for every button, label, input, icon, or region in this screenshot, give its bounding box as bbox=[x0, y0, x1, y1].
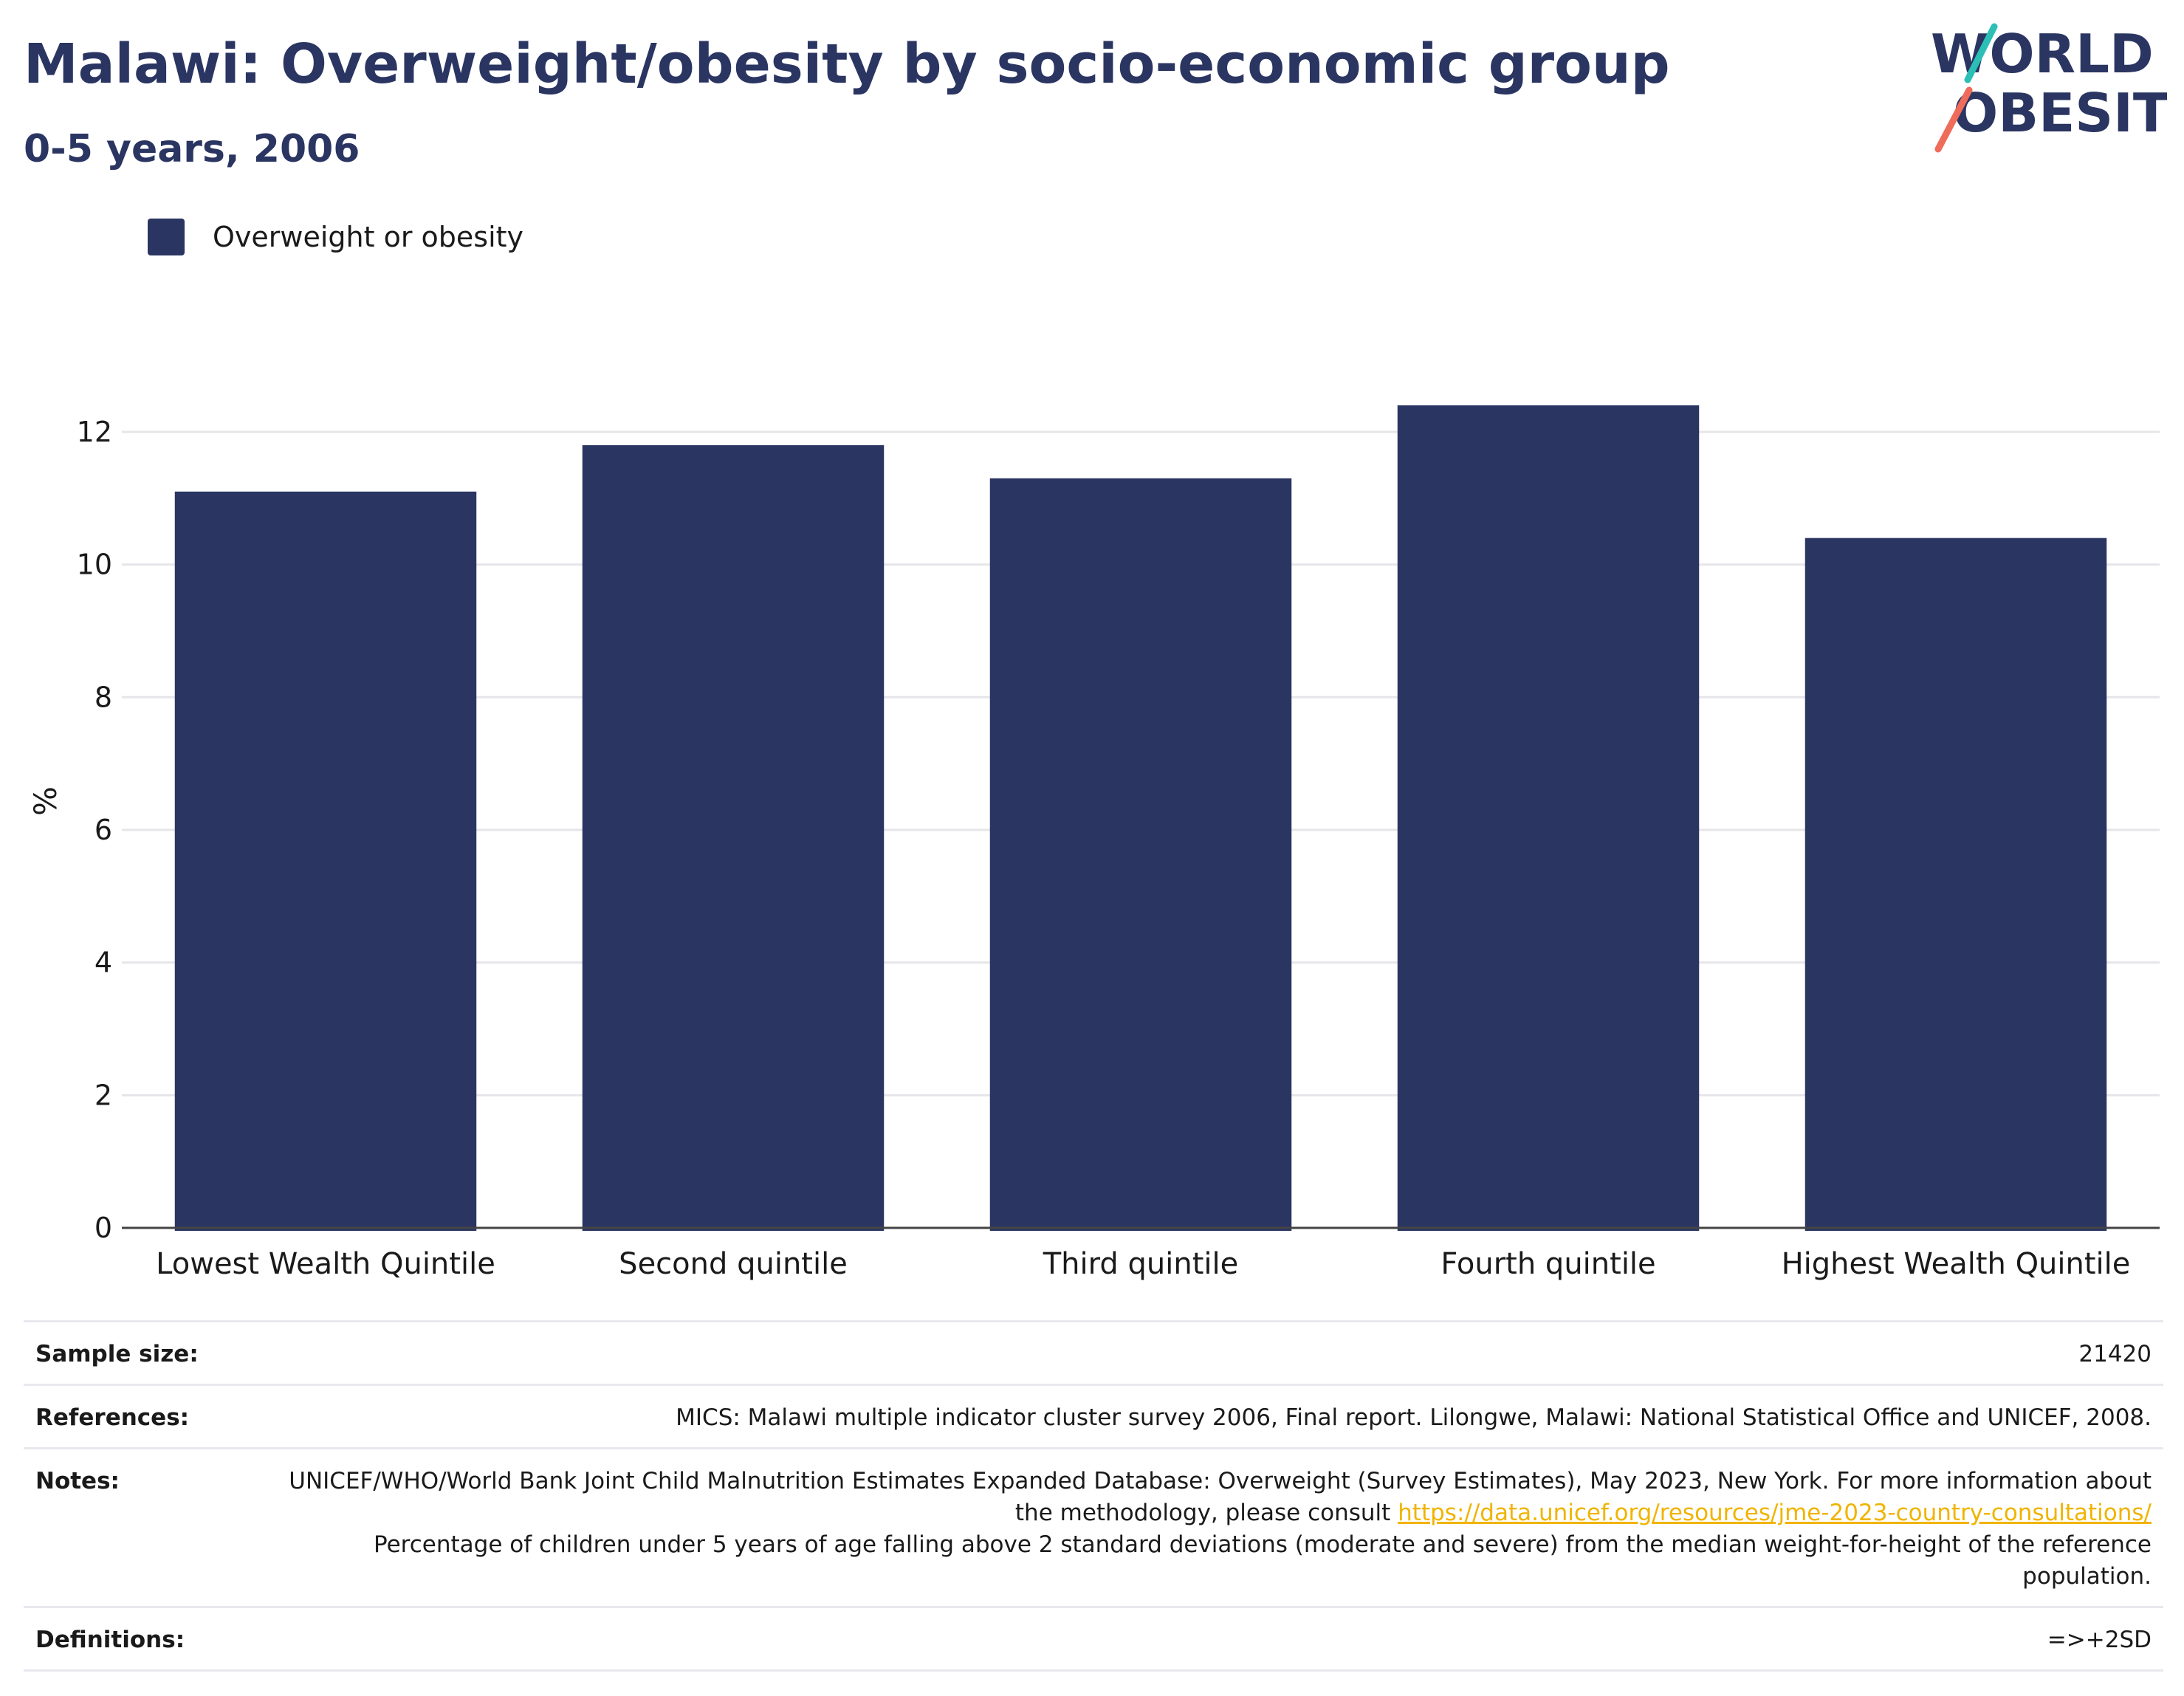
y-tick-label-0: 0 bbox=[95, 1212, 112, 1244]
notes-text-1: UNICEF/WHO/World Bank Joint Child Malnut… bbox=[289, 1468, 2152, 1526]
world-obesity-logo: WORLD OBESITY bbox=[1931, 23, 2167, 153]
notes-label: Notes: bbox=[35, 1468, 120, 1494]
references-label: References: bbox=[35, 1404, 190, 1431]
x-tick-label-2: Second quintile bbox=[619, 1247, 848, 1281]
y-axis-label: % bbox=[27, 786, 63, 816]
y-tick-label-4: 4 bbox=[95, 947, 112, 979]
info-row-sample-size: Sample size: 21420 bbox=[24, 1320, 2163, 1384]
bar-chart: 0 2 4 6 8 10 12 Lowest Wealth Quintile Second qu… bbox=[27, 405, 2160, 1281]
bar-layer bbox=[174, 405, 2107, 1232]
bar-third-quintile bbox=[989, 478, 1292, 1231]
logo-line2: OBESITY bbox=[1953, 82, 2167, 144]
chart-title: Malawi: Overweight/obesity by socio-econ… bbox=[24, 32, 1670, 96]
chart-subtitle: 0-5 years, 2006 bbox=[24, 127, 360, 171]
info-table: Sample size: 21420 References: MICS: Mal… bbox=[24, 1320, 2163, 1672]
notes-text-2: Percentage of children under 5 years of … bbox=[374, 1531, 2152, 1590]
info-row-notes: Notes: UNICEF/WHO/World Bank Joint Child… bbox=[24, 1447, 2163, 1606]
bar-second-quintile bbox=[582, 444, 885, 1232]
references-value: MICS: Malawi multiple indicator cluster … bbox=[676, 1404, 2152, 1431]
x-tick-label-4: Fourth quintile bbox=[1440, 1247, 1655, 1281]
logo-teal-slash bbox=[1964, 23, 1998, 83]
x-tick-label-3: Third quintile bbox=[1043, 1247, 1238, 1281]
notes-value: UNICEF/WHO/World Bank Joint Child Malnut… bbox=[247, 1466, 2152, 1593]
legend-swatch bbox=[148, 219, 185, 255]
sample-size-label: Sample size: bbox=[35, 1341, 199, 1367]
definitions-label: Definitions: bbox=[35, 1627, 185, 1653]
notes-link[interactable]: https://data.unicef.org/resources/jme-20… bbox=[1398, 1500, 2152, 1526]
info-row-definitions: Definitions: =>+2SD bbox=[24, 1606, 2163, 1672]
y-tick-label-2: 2 bbox=[95, 1079, 112, 1111]
x-tick-label-1: Lowest Wealth Quintile bbox=[156, 1247, 495, 1281]
definitions-value: =>+2SD bbox=[2047, 1627, 2152, 1653]
logo-coral-slash bbox=[1934, 86, 1973, 153]
axis-layer: 0 2 4 6 8 10 12 Lowest Wealth Quintile Second qu… bbox=[77, 416, 2160, 1281]
bar-lowest-wealth-quintile bbox=[174, 491, 477, 1231]
y-tick-label-12: 12 bbox=[77, 416, 112, 448]
y-tick-label-10: 10 bbox=[77, 549, 112, 581]
y-tick-label-8: 8 bbox=[95, 681, 112, 713]
legend: Overweight or obesity bbox=[148, 219, 523, 255]
bar-highest-wealth-quintile bbox=[1804, 538, 2107, 1231]
legend-label: Overweight or obesity bbox=[213, 221, 524, 253]
info-row-references: References: MICS: Malawi multiple indica… bbox=[24, 1384, 2163, 1447]
bar-fourth-quintile bbox=[1397, 405, 1700, 1231]
sample-size-value: 21420 bbox=[2078, 1341, 2152, 1367]
x-tick-label-5: Highest Wealth Quintile bbox=[1782, 1247, 2131, 1281]
y-tick-label-6: 6 bbox=[95, 814, 112, 846]
